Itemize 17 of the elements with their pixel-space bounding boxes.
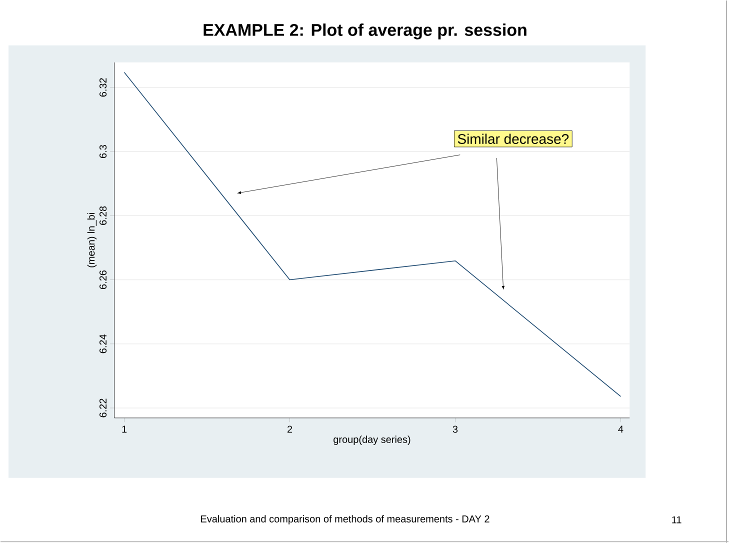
chart-title: EXAMPLE 2: Plot of average pr. session (204, 23, 526, 40)
x-tick-label: 3 (452, 426, 458, 433)
x-axis-title: group(day series) (334, 436, 410, 445)
y-tick-label: 6.22 (99, 398, 107, 418)
annotation: Similar decrease? (458, 134, 569, 144)
x-tick-label: 2 (287, 426, 292, 433)
y-tick-label: 6.24 (99, 334, 107, 353)
y-tick-label: 6.32 (99, 78, 107, 97)
x-tick-label: 4 (618, 426, 624, 432)
text: 11 (672, 516, 682, 524)
x-tick-label: 1 (122, 426, 127, 432)
y-tick-label: 6.26 (99, 270, 107, 289)
line-series (124, 72, 622, 397)
y-tick-label: 6.28 (99, 206, 107, 225)
y-axis-title: (mean) ln_bi (87, 212, 97, 268)
text: Evaluation and comparison of methods of measurements - DAY 2 (201, 515, 490, 524)
y-tick-label: 6.3 (99, 144, 107, 158)
